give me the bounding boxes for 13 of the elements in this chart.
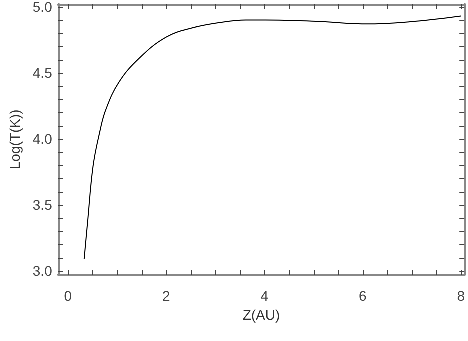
y-tick-label: 4.5 bbox=[32, 65, 53, 82]
x-axis-title: Z(AU) bbox=[242, 306, 280, 323]
y-tick-label: 3.5 bbox=[32, 197, 53, 214]
y-tick-label: 3.0 bbox=[32, 263, 53, 280]
y-tick-label: 4.0 bbox=[32, 131, 53, 148]
x-tick-label: 6 bbox=[359, 288, 368, 304]
y-tick-label: 5.0 bbox=[32, 0, 53, 15]
x-tick-label: 2 bbox=[162, 288, 171, 304]
line-series bbox=[84, 16, 462, 260]
x-tick-label: 8 bbox=[457, 288, 466, 304]
y-axis-title: Log(T(K)) bbox=[7, 110, 23, 170]
x-tick-label: 4 bbox=[260, 288, 269, 304]
x-tick-label: 0 bbox=[64, 288, 72, 304]
